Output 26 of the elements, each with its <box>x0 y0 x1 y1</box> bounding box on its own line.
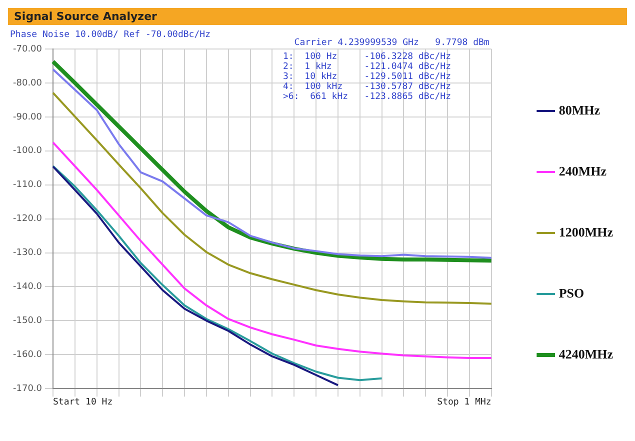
y-tick-label: -70.00 <box>12 44 42 54</box>
legend-label: PSO <box>558 285 584 300</box>
y-tick-label: -110.0 <box>12 180 42 190</box>
y-tick-label: -160.0 <box>12 350 42 360</box>
y-tick-label: -80.00 <box>12 78 42 88</box>
annotation: 4: 100 kHz -130.5787 dBc/Hz <box>283 82 451 92</box>
text: Stop 1 MHz <box>437 398 492 408</box>
text: Carrier 4.239999539 GHz 9.7798 dBm <box>294 38 490 48</box>
y-tick-label: -170.0 <box>12 384 42 394</box>
annotation: >6: 661 kHz -123.8865 dBc/Hz <box>283 92 451 102</box>
annotation: 2: 1 kHz -121.0474 dBc/Hz <box>283 62 451 72</box>
legend-label: 80MHz <box>558 102 600 118</box>
legend-label: 4240MHz <box>558 346 614 362</box>
text: Phase Noise 10.00dB/ Ref -70.00dBc/Hz <box>10 30 210 40</box>
y-tick-label: -120.0 <box>12 214 42 224</box>
y-tick-label: -130.0 <box>12 248 42 258</box>
legend-label: 240MHz <box>558 163 607 178</box>
chart-title: Signal Source Analyzer <box>8 8 627 25</box>
y-tick-label: -100.0 <box>12 146 42 156</box>
annotation: 1: 100 Hz -106.3228 dBc/Hz <box>283 52 451 62</box>
annotation: 3: 10 kHz -129.5011 dBc/Hz <box>283 72 451 82</box>
legend-label: 1200MHz <box>558 224 614 240</box>
text: Start 10 Hz <box>53 398 113 408</box>
y-tick-label: -90.00 <box>12 112 42 122</box>
y-tick-label: -140.0 <box>12 282 42 292</box>
y-tick-label: -150.0 <box>12 316 42 326</box>
